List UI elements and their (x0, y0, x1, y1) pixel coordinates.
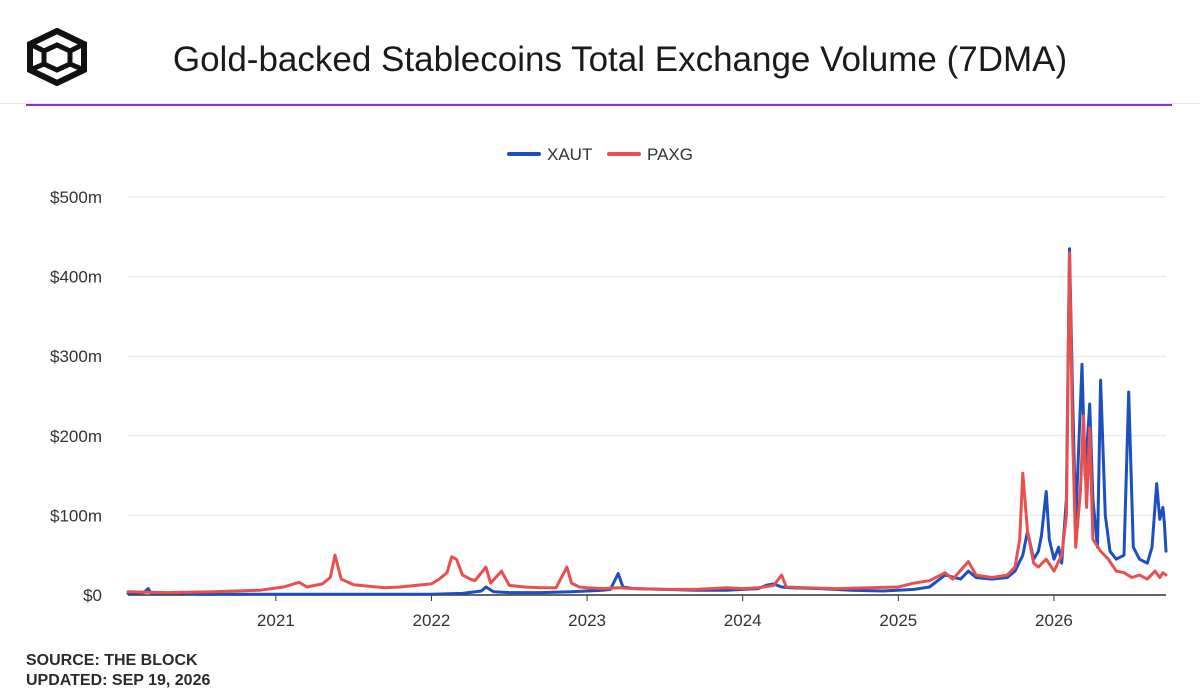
accent-rule (26, 104, 1172, 106)
series-line-xaut (126, 247, 1168, 596)
x-tick-label: 2024 (724, 611, 762, 630)
header-divider (0, 103, 1200, 104)
legend-label-paxg: PAXG (647, 145, 693, 164)
y-tick-label: $100m (50, 506, 102, 525)
chart-footer: SOURCE: THE BLOCK UPDATED: SEP 19, 2026 (26, 651, 210, 691)
y-tick-label: $500m (50, 188, 102, 207)
chart-header: Gold-backed Stablecoins Total Exchange V… (0, 0, 1200, 106)
series-line-paxg (126, 251, 1168, 595)
y-tick-label: $300m (50, 347, 102, 366)
y-tick-label: $0 (83, 586, 102, 605)
x-tick-label: 2021 (257, 611, 295, 630)
legend-label-xaut: XAUT (547, 145, 592, 164)
y-tick-label: $200m (50, 427, 102, 446)
x-tick-label: 2023 (568, 611, 606, 630)
x-tick-label: 2022 (413, 611, 451, 630)
line-chart: $0 $100m $200m $300m $400m $500m 2021 2022 2023 2… (50, 145, 1168, 630)
source-note: SOURCE: THE BLOCK (26, 652, 198, 669)
y-tick-label: $400m (50, 268, 102, 287)
the-block-cube-logo-icon (27, 28, 87, 86)
x-tick-label: 2026 (1035, 611, 1073, 630)
updated-note: UPDATED: SEP 19, 2026 (26, 672, 211, 689)
page-title: Gold-backed Stablecoins Total Exchange V… (172, 40, 1068, 79)
x-tick-label: 2025 (879, 611, 917, 630)
